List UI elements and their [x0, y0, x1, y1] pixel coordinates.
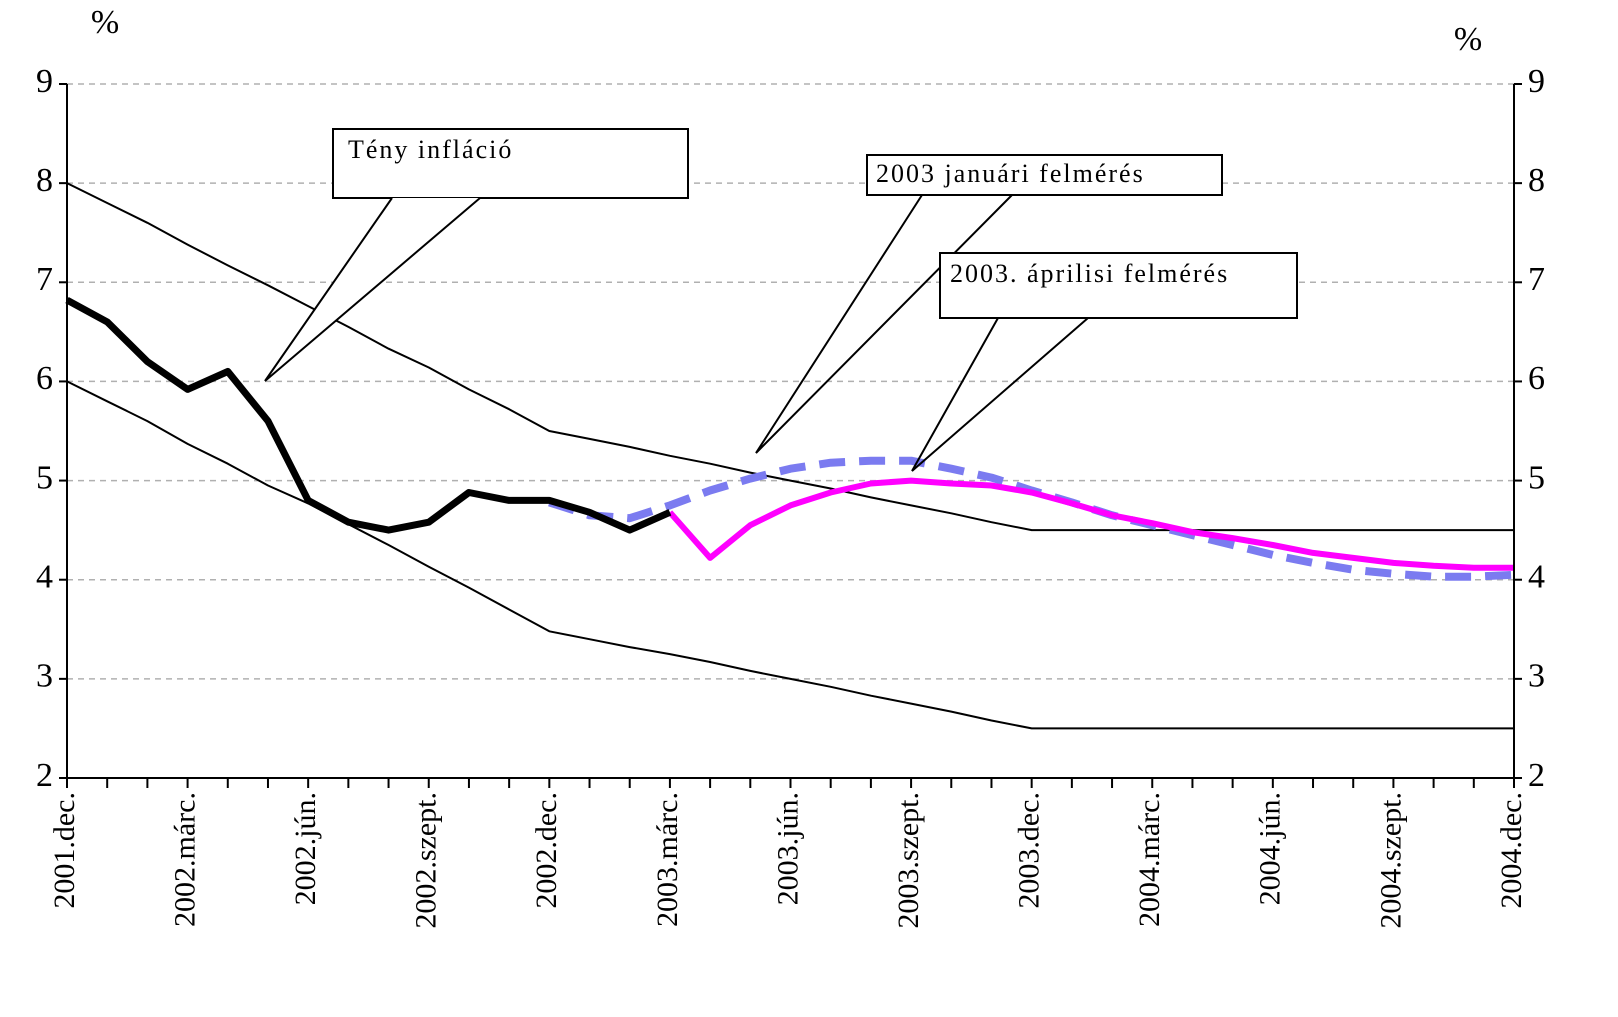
x-tick-label: 2003.jún. [771, 792, 804, 905]
y2-tick-label: 7 [1528, 261, 1545, 298]
callouts: Tény infláció 2003 januári felmérés 2003… [264, 128, 1298, 472]
y2-tick-label: 6 [1528, 360, 1545, 397]
series-line [66, 380, 1514, 730]
y2-tick-label: 4 [1528, 559, 1545, 596]
y-tick-label: 3 [36, 658, 53, 695]
x-tick-label: 2002.márc. [168, 792, 201, 927]
y2-tick-label: 9 [1528, 63, 1545, 100]
y-tick-label: 8 [36, 162, 53, 199]
x-tick-label: 2002.dec. [530, 792, 563, 909]
x-tick-label: 2003.dec. [1013, 792, 1046, 909]
x-tick-label: 2002.jún. [289, 792, 322, 905]
callout-box [866, 154, 1223, 196]
x-tick-label: 2004.jún. [1254, 792, 1287, 905]
y-tick-label: 6 [36, 360, 53, 397]
callout-box [939, 252, 1298, 319]
callout-label: 2003. áprilisi felmérés [950, 259, 1229, 288]
series-line [66, 182, 1514, 532]
y2-tick-label: 5 [1528, 459, 1545, 496]
y-unit-right: % [1454, 21, 1482, 58]
x-tick-label: 2003.márc. [651, 792, 684, 927]
y-tick-label: 7 [36, 261, 53, 298]
x-tick-label: 2004.dec. [1495, 792, 1528, 909]
x-tick-label: 2001.dec. [48, 792, 81, 909]
x-tick-label: 2004.szept. [1374, 792, 1407, 929]
x-tick-label: 2003.szept. [892, 792, 925, 929]
y-tick-label: 2 [36, 757, 53, 794]
callout-pointer [264, 197, 481, 382]
callout-pointer [911, 317, 1089, 472]
callout-pointer [755, 194, 1013, 454]
series-line [667, 477, 1514, 571]
y-tick-label: 4 [36, 559, 53, 596]
y2-tick-label: 8 [1528, 162, 1545, 199]
callout-label: 2003 januári felmérés [876, 159, 1145, 188]
y-tick-label: 5 [36, 459, 53, 496]
x-tick-label: 2002.szept. [410, 792, 443, 929]
y-unit-left: % [91, 4, 119, 41]
callout-box [332, 128, 689, 199]
series-line [65, 297, 672, 534]
y2-tick-label: 2 [1528, 757, 1545, 794]
y2-tick-label: 3 [1528, 658, 1545, 695]
callout-label: Tény infláció [348, 135, 513, 164]
x-tick-label: 2004.márc. [1133, 792, 1166, 927]
y-tick-label: 9 [36, 63, 53, 100]
